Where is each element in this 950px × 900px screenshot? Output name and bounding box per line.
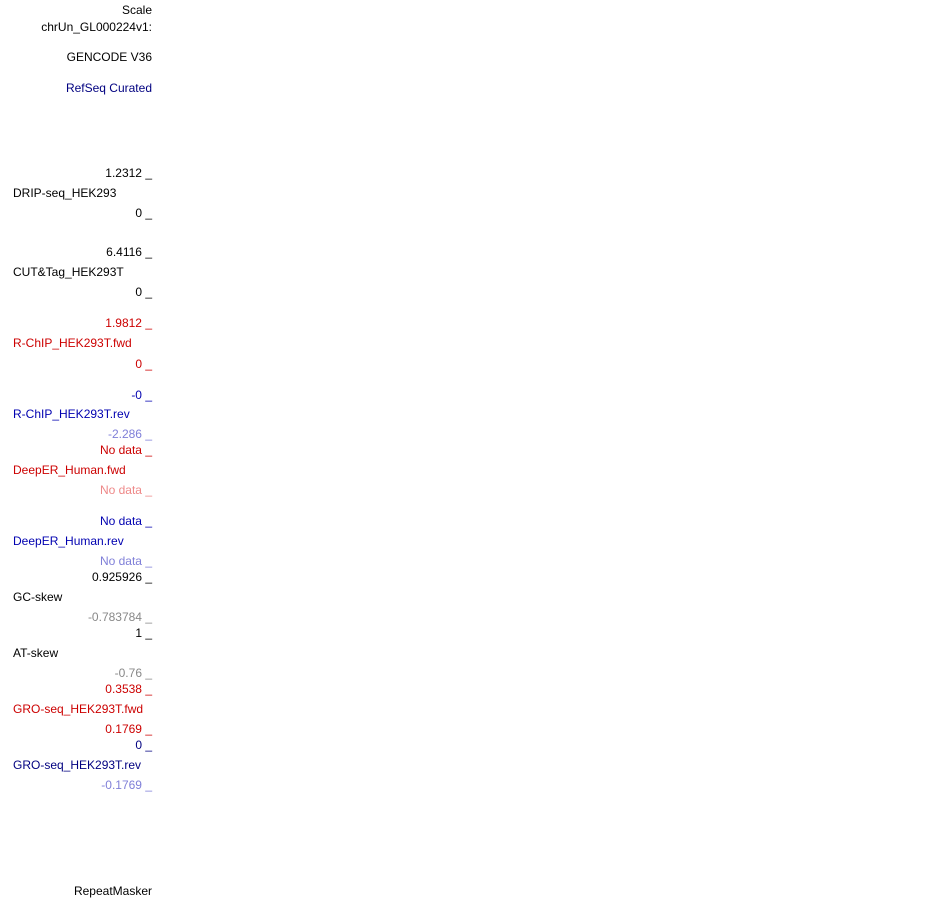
track-name[interactable]: CUT&Tag_HEK293T (13, 265, 124, 279)
track-scale-label: 0.925926 _ (91, 570, 152, 584)
track-scale-label: No data _ (99, 554, 152, 568)
track-scale-label[interactable]: GENCODE V36 (66, 50, 152, 64)
track-scale-label: No data _ (99, 514, 152, 528)
track-scale-label[interactable]: RepeatMasker (73, 884, 152, 898)
track-name[interactable]: GRO-seq_HEK293T.fwd (13, 702, 144, 716)
track-scale-label[interactable]: RefSeq Curated (65, 81, 152, 95)
track-scale-label: 1.9812 _ (105, 316, 152, 330)
track-scale-label: 0.3538 _ (105, 682, 152, 696)
track-name[interactable]: DRIP-seq_HEK293 (13, 186, 117, 200)
track-scale-label: 0 _ (135, 285, 152, 299)
track-scale-label: chrUn_GL000224v1: (41, 20, 152, 34)
track-name[interactable]: R-ChIP_HEK293T.rev (13, 407, 130, 421)
track-scale-label: -2.286 _ (107, 427, 152, 441)
track-scale-label: 0 _ (135, 206, 152, 220)
track-scale-label: No data _ (99, 443, 152, 457)
track-scale-label: 0 _ (135, 738, 152, 752)
track-name[interactable]: DeepER_Human.rev (13, 534, 124, 548)
track-scale-label: 0 _ (135, 357, 152, 371)
track-scale-label: 1 _ (135, 626, 152, 640)
track-name[interactable]: GC-skew (13, 590, 63, 604)
track-scale-label: 6.4116 _ (106, 245, 152, 259)
track-scale-label[interactable]: Scale (121, 3, 152, 17)
track-scale-label: -0.783784 _ (87, 610, 152, 624)
track-name[interactable]: AT-skew (13, 646, 59, 660)
track-name[interactable]: DeepER_Human.fwd (13, 463, 126, 477)
track-scale-label: 0.1769 _ (105, 722, 152, 736)
track-scale-label: No data _ (99, 483, 152, 497)
track-name[interactable]: GRO-seq_HEK293T.rev (13, 758, 142, 772)
track-scale-label: -0.1769 _ (101, 778, 152, 792)
track-name[interactable]: R-ChIP_HEK293T.fwd (13, 336, 132, 350)
track-scale-label: -0.76 _ (114, 666, 152, 680)
track-scale-label: 1.2312 _ (105, 166, 152, 180)
track-scale-label: -0 _ (131, 388, 152, 402)
